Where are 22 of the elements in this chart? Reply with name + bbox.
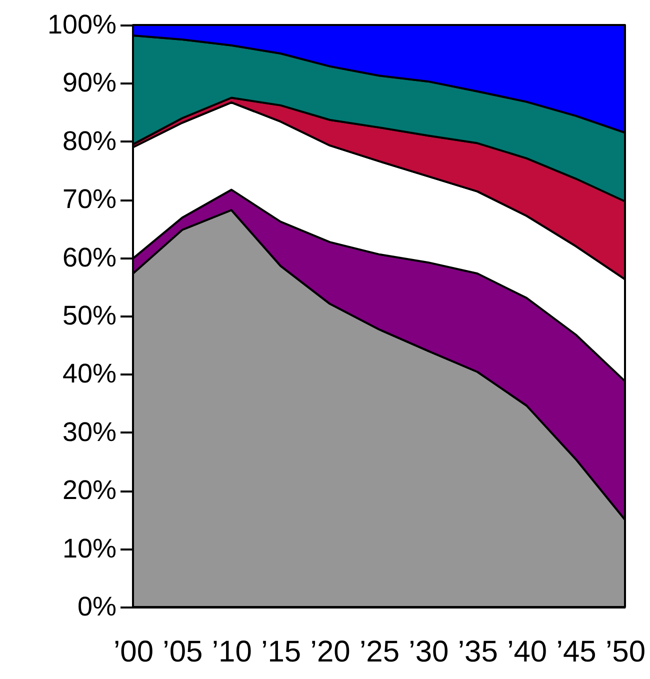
y-tick-label: 0% xyxy=(77,592,116,622)
y-tick-label: 50% xyxy=(62,300,116,330)
y-tick-label: 80% xyxy=(62,126,116,156)
y-tick-label: 90% xyxy=(62,68,116,98)
x-tick-label: ’25 xyxy=(359,636,400,668)
x-tick-label: ’35 xyxy=(458,636,498,668)
x-tick-label: ’05 xyxy=(162,636,203,668)
x-tick-label: ’20 xyxy=(310,636,350,668)
x-tick-label: ’15 xyxy=(261,636,302,668)
x-tick-label: ’45 xyxy=(556,636,596,668)
y-tick-label: 100% xyxy=(47,10,116,40)
y-tick-label: 30% xyxy=(62,416,116,447)
y-tick-label: 20% xyxy=(62,475,116,506)
y-tick-label: 70% xyxy=(62,184,116,214)
x-tick-label: ’30 xyxy=(408,636,449,668)
y-tick-label: 60% xyxy=(62,242,116,272)
x-tick-label: ’50 xyxy=(605,636,646,668)
y-tick-label: 10% xyxy=(62,533,116,564)
x-tick-label: ’00 xyxy=(113,636,154,668)
x-tick-label: ’40 xyxy=(507,636,548,668)
x-tick-label: ’10 xyxy=(212,636,252,668)
y-tick-label: 40% xyxy=(62,358,116,389)
